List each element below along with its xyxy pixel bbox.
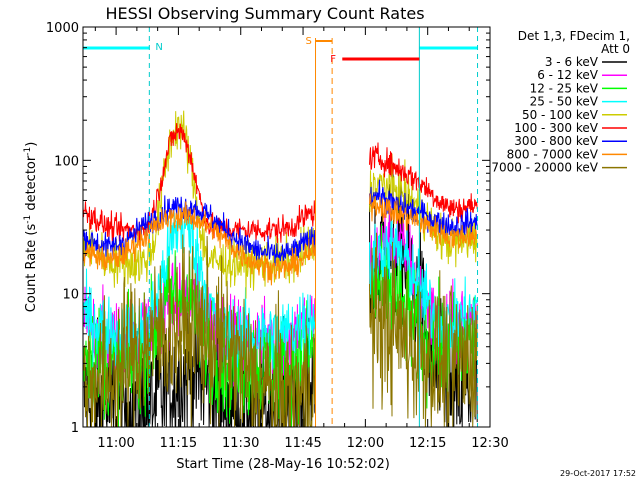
flare-flag-label: F (330, 54, 336, 65)
legend-label-7: 300 - 800 keV (514, 134, 598, 148)
y-tick-label-2: 10 (62, 288, 79, 303)
x-axis-label: Start Time (28-May-16 10:52:02) (176, 457, 390, 472)
y-tick-label-3: 100 (54, 154, 79, 169)
x-tick-label-2: 11:15 (160, 436, 197, 451)
legend-label-3: 12 - 25 keV (530, 81, 599, 95)
legend-label-1: 3 - 6 keV (545, 55, 599, 69)
legend-label-6: 100 - 300 keV (514, 121, 598, 135)
data-layer (82, 110, 478, 429)
series-8 (82, 193, 478, 286)
legend-title-line2: Att 0 (601, 42, 630, 56)
series-6 (82, 123, 478, 247)
x-tick-label-5: 12:00 (347, 436, 384, 451)
y-tick-label-1: 1 (71, 421, 79, 436)
series-8-segment-2 (369, 193, 478, 249)
legend-label-2: 6 - 12 keV (537, 68, 599, 82)
x-tick-label-1: 11:00 (97, 436, 134, 451)
x-tick-label-3: 11:30 (222, 436, 259, 451)
legend-label-9: 7000 - 20000 keV (491, 161, 598, 175)
x-tick-label-7: 12:30 (471, 436, 508, 451)
x-tick-label-6: 12:15 (409, 436, 446, 451)
series-9-segment-1 (82, 234, 316, 428)
series-9 (82, 232, 478, 428)
saa-flag-label: S (306, 36, 312, 47)
y-tick-label-4: 1000 (46, 21, 79, 36)
series-6-segment-2 (369, 142, 478, 224)
plot-frame (82, 26, 491, 428)
y-axis-label: Count Rate (s-1 detector-1) (23, 142, 39, 313)
series-6-segment-1 (82, 123, 316, 247)
axis-layer: 11:00 11:15 11:30 11:45 12:00 12:15 12:30 1 10 10… (46, 21, 509, 451)
legend-label-4: 25 - 50 keV (530, 95, 599, 109)
x-tick-label-4: 11:45 (284, 436, 321, 451)
night-flag-label: N (155, 42, 162, 53)
footer-date: 29-Oct-2017 17:52 (560, 469, 636, 478)
legend-label-8: 800 - 7000 keV (507, 147, 599, 161)
flag-layer: N S F (83, 27, 479, 427)
series-7-segment-1 (82, 195, 316, 267)
legend-title-line1: Det 1,3, FDecim 1, (518, 29, 630, 43)
chart-title: HESSI Observing Summary Count Rates (105, 4, 424, 23)
series-9-segment-2 (369, 232, 478, 428)
legend-label-5: 50 - 100 keV (522, 108, 599, 122)
series-8-segment-1 (82, 201, 316, 286)
